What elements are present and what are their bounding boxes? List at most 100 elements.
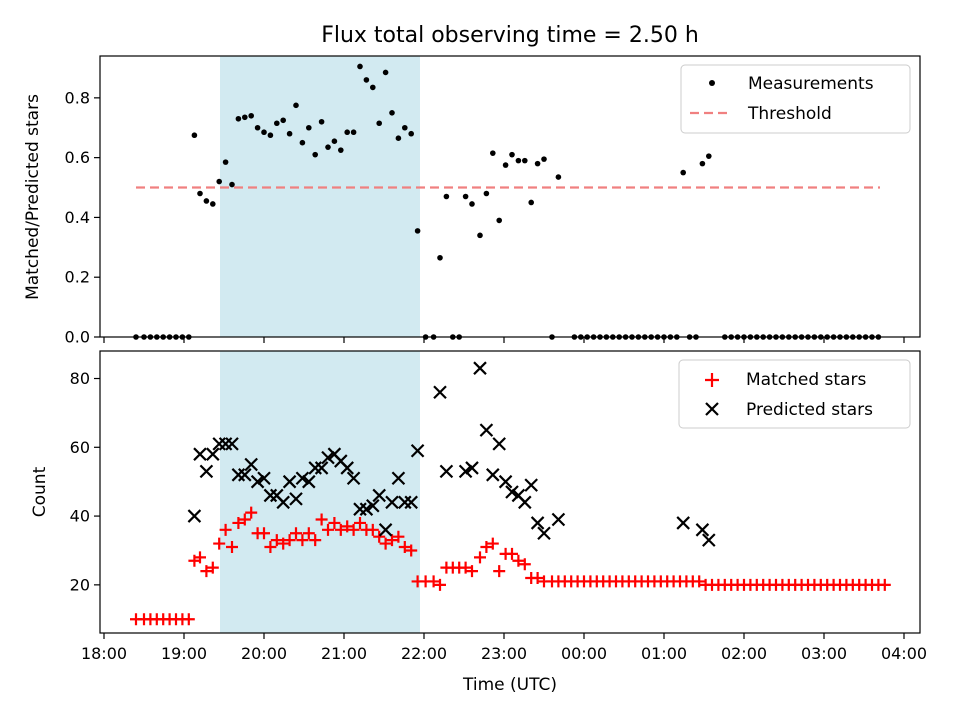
chart-title: Flux total observing time = 2.50 h — [321, 23, 699, 48]
measurement-point — [222, 159, 229, 165]
matched-star-point — [878, 578, 891, 591]
matched-star-point — [486, 537, 499, 550]
predicted-star-point — [458, 464, 473, 479]
legend-marker-predicted — [705, 402, 719, 416]
y-tick-label: 0.6 — [65, 148, 90, 167]
y-tick-label: 0.2 — [65, 268, 90, 287]
y-tick-label: 0.0 — [65, 328, 90, 347]
matched-star-point — [518, 558, 531, 571]
matched-star-point — [232, 516, 245, 529]
predicted-star-point — [231, 468, 246, 482]
measurement-point — [408, 130, 415, 137]
measurement-point — [197, 190, 203, 197]
predicted-star-point — [479, 423, 494, 437]
matched-star-point — [328, 516, 341, 529]
measurement-point — [286, 130, 293, 137]
x-tick-label: 19:00 — [161, 644, 207, 663]
matched-star-point — [341, 520, 354, 533]
matched-star-point — [283, 534, 296, 547]
predicted-star-point — [433, 385, 447, 400]
measurement-point — [477, 232, 483, 239]
matched-star-point — [334, 523, 347, 536]
matched-star-point — [386, 534, 398, 547]
predicted-star-point — [695, 523, 710, 537]
predicted-star-point — [340, 461, 354, 475]
top-y-axis-label: Matched/Predicted stars — [23, 94, 43, 300]
predicted-star-point — [199, 464, 214, 479]
matched-star-point — [474, 551, 486, 564]
bottom-y-ticks: 20 40 60 80 — [70, 369, 100, 594]
y-tick-label: 0.4 — [65, 208, 90, 227]
measurement-point — [318, 118, 325, 125]
matched-star-point — [480, 541, 493, 554]
measurement-point — [496, 217, 503, 224]
matched-star-point — [238, 513, 251, 526]
predicted-star-point — [410, 443, 425, 458]
matched-star-point — [379, 537, 392, 550]
matched-star-point — [245, 506, 258, 519]
predicted-star-point — [518, 495, 532, 510]
measurement-point — [680, 169, 686, 176]
matched-star-point — [290, 527, 302, 540]
predicted-star-point — [321, 450, 335, 465]
predicted-star-point — [193, 447, 207, 461]
predicted-star-point — [378, 523, 393, 537]
predicted-star-point — [282, 474, 297, 489]
measurement-point — [395, 135, 402, 142]
predicted-star-point — [308, 461, 322, 475]
measurement-point — [254, 124, 261, 131]
measurement-point — [437, 254, 443, 261]
bottom-axes: 20 40 60 80 18:00 19:00 20:00 21:00 22:00 23:00 0… — [30, 350, 927, 695]
measurement-point — [191, 132, 198, 139]
predicted-star-point — [218, 437, 233, 451]
bottom-legend-box — [678, 359, 911, 429]
measurement-point — [462, 193, 469, 200]
predicted-star-point — [187, 509, 202, 523]
predicted-star-point — [505, 485, 519, 499]
predicted-star-point — [385, 495, 399, 510]
x-tick-label: 20:00 — [241, 644, 287, 663]
matched-star-point — [427, 575, 440, 588]
bottom-x-ticks: 18:00 19:00 20:00 21:00 22:00 23:00 00:00 01:00… — [81, 633, 927, 663]
predicted-star-point — [498, 474, 513, 489]
measurement-point — [483, 190, 490, 197]
legend-label-measurements: Measurements — [748, 74, 874, 94]
measurement-point — [325, 144, 331, 150]
predicted-star-point — [486, 468, 500, 482]
matched-star-point — [264, 541, 277, 554]
measurement-point — [509, 151, 515, 158]
matched-star-point — [219, 523, 232, 536]
predicted-star-point — [551, 512, 566, 527]
top-axes-frame — [99, 55, 921, 338]
predicted-star-point — [537, 526, 551, 541]
predicted-star-point — [404, 495, 418, 510]
x-tick-label: 03:00 — [801, 644, 847, 663]
measurement-point — [414, 228, 421, 234]
predicted-star-point — [206, 447, 220, 461]
predicted-star-point — [289, 492, 303, 506]
x-tick-label: 21:00 — [321, 644, 367, 663]
predicted-star-point — [238, 468, 252, 482]
measurement-point — [515, 157, 522, 164]
measurement-point — [344, 129, 351, 136]
measurement-point — [331, 138, 338, 144]
matched-star-point — [206, 561, 219, 574]
matched-star-point — [512, 554, 525, 567]
x-tick-label: 01:00 — [641, 644, 687, 663]
predicted-star-point — [257, 471, 271, 486]
matched-star-point — [296, 534, 309, 547]
matched-star-point — [226, 541, 238, 554]
predicted-star-point — [530, 516, 545, 530]
y-tick-label: 60 — [70, 438, 90, 457]
measurement-point — [389, 109, 395, 116]
legend-marker-matched — [705, 373, 719, 387]
x-tick-label: 00:00 — [561, 644, 607, 663]
predicted-star-point — [212, 437, 226, 451]
measurement-point — [306, 124, 312, 131]
measurement-point — [699, 160, 706, 167]
legend-label-predicted: Predicted stars — [746, 400, 873, 420]
measurement-point — [248, 112, 254, 119]
predicted-star-point — [346, 471, 361, 486]
measurement-point — [242, 114, 248, 121]
